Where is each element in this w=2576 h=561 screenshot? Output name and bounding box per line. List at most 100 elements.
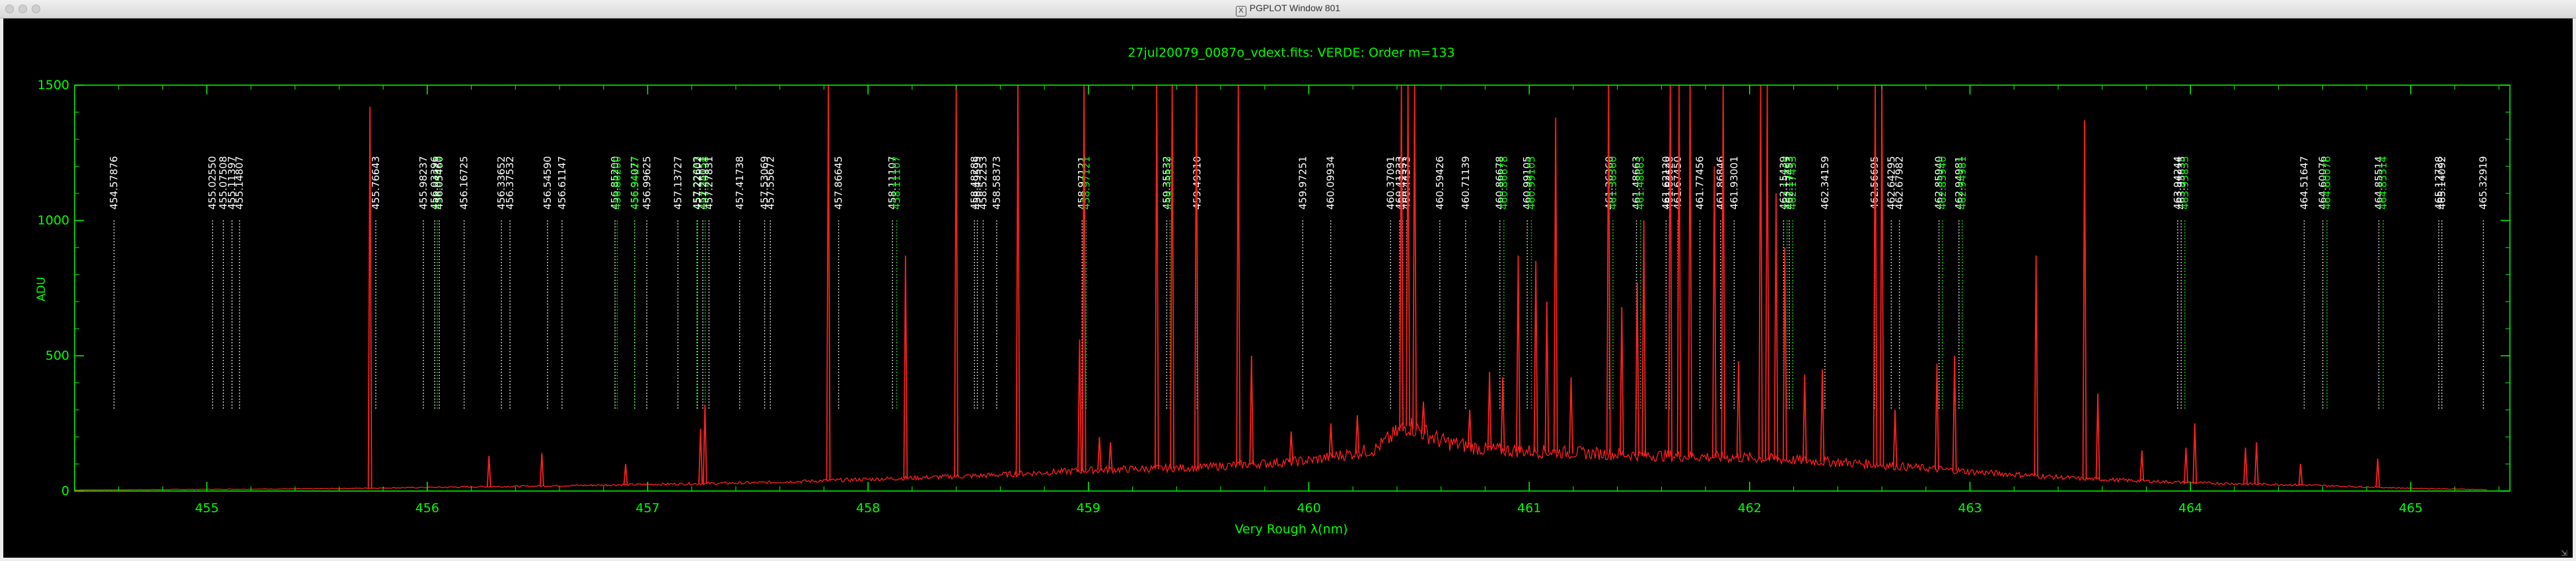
emission-peak — [2184, 447, 2188, 483]
x-tick-label: 465 — [2399, 501, 2423, 515]
line-id-label: 455.11397 — [226, 156, 238, 209]
emission-peak — [2375, 458, 2380, 488]
line-id-label: 459.35532 — [1164, 156, 1176, 209]
x-tick-label: 463 — [1958, 501, 1982, 515]
line-id-label: 460.41233 — [1394, 156, 1406, 209]
line-id-label: 455.14807 — [234, 156, 246, 209]
emission-peak — [1421, 401, 1426, 434]
emission-peak — [1077, 339, 1082, 471]
emission-peak — [2192, 423, 2198, 483]
line-id-label: 460.37091 — [1384, 156, 1396, 209]
line-id-label: 458.11107 — [891, 156, 903, 209]
line-id-label: 457.22602 — [692, 156, 703, 209]
line-id-label: 456.94077 — [629, 156, 641, 209]
x-tick-label: 457 — [635, 501, 659, 515]
line-id-label: 461.48663 — [1631, 156, 1643, 209]
line-id-label: 461.36360 — [1607, 156, 1619, 209]
emission-peak — [1553, 117, 1558, 453]
line-id-label: 458.49595 — [972, 156, 984, 209]
y-tick-label: 1500 — [38, 78, 69, 92]
x-tick-label: 455 — [195, 501, 219, 515]
line-id-label: 456.61147 — [556, 156, 568, 209]
y-tick-label: 1000 — [38, 213, 69, 228]
emission-peak — [2139, 450, 2145, 482]
emission-peak — [1802, 374, 1807, 461]
x-tick-label: 459 — [1077, 501, 1100, 515]
line-id-label: 457.53069 — [759, 156, 771, 209]
emission-peak — [539, 453, 544, 486]
line-id-label: 457.25051 — [697, 156, 709, 209]
emission-peak — [1328, 423, 1334, 458]
line-id-label: 460.42557 — [1397, 156, 1409, 209]
line-id-label: 461.86846 — [1715, 156, 1727, 209]
emission-peak — [1736, 361, 1741, 459]
minimize-window-button[interactable] — [18, 5, 27, 13]
line-id-label: 456.04521 — [431, 156, 443, 209]
plot-frame — [74, 84, 2511, 492]
axes-frame: 455 456 457 458 459 460 461 462 463 464 465 0 500 100… — [38, 78, 2511, 515]
line-id-label: 460.44373 — [1401, 156, 1413, 209]
line-id-label: 457.55672 — [764, 156, 776, 209]
emission-peak — [1533, 261, 1538, 453]
line-id-label: 461.93001 — [1729, 156, 1740, 209]
line-id-label: 463.94244 — [2172, 156, 2184, 209]
line-id-label: 464.85514 — [2377, 156, 2389, 209]
emission-peak — [2034, 255, 2039, 477]
line-id-label: 465.14092 — [2436, 156, 2448, 209]
emission-peak — [1712, 166, 1717, 458]
line-id-label: 460.86678 — [1498, 156, 1510, 209]
emission-peak — [2082, 120, 2087, 479]
line-id-label: 456.37532 — [504, 156, 516, 209]
line-id-label: 457.26128 — [699, 156, 711, 209]
line-id-label: 456.86200 — [611, 156, 623, 209]
emission-peak — [1355, 415, 1360, 453]
x-tick-label: 464 — [2178, 501, 2202, 515]
x-tick-label: 461 — [1517, 501, 1541, 515]
x11-icon: X — [1235, 6, 1246, 16]
resize-handle-icon[interactable]: ⇲ — [2561, 548, 2568, 558]
emission-peak — [1820, 369, 1825, 463]
line-id-label: 460.59426 — [1434, 156, 1446, 209]
emission-peak — [1249, 355, 1254, 465]
emission-peak — [623, 463, 628, 485]
line-id-label: 456.05460 — [433, 156, 445, 209]
line-id-label: 455.76643 — [370, 156, 382, 209]
emission-peak — [1782, 247, 1787, 461]
y-tick-label: 0 — [61, 484, 69, 498]
window-titlebar: X PGPLOT Window 801 — [0, 0, 2576, 18]
emission-peak — [1773, 193, 1779, 460]
close-window-button[interactable] — [5, 5, 14, 13]
line-id-label: 462.15439 — [1777, 156, 1789, 209]
x-tick-label: 460 — [1297, 501, 1320, 515]
line-id-label: 463.95835 — [2175, 156, 2187, 209]
line-id-label: 462.94981 — [1953, 156, 1965, 209]
line-id-label: 457.22333 — [691, 156, 703, 209]
emission-peak — [903, 255, 908, 478]
emission-peak — [1544, 301, 1550, 453]
line-id-label: 458.48288 — [968, 156, 980, 209]
line-id-label: 456.03396 — [429, 156, 441, 209]
emission-peak — [1108, 442, 1113, 471]
line-id-label: 464.60076 — [2321, 156, 2333, 209]
zoom-window-button[interactable] — [32, 5, 40, 13]
line-id-label: 462.85940 — [1937, 156, 1949, 209]
line-id-label: 462.67982 — [1894, 156, 1906, 209]
emission-peak — [2254, 442, 2259, 484]
x-axis-label: Very Rough λ(nm) — [1234, 522, 1347, 537]
line-id-label: 457.41738 — [734, 156, 746, 209]
line-id-label: 463.95835 — [2179, 156, 2191, 209]
line-id-label: 459.97251 — [1297, 156, 1308, 209]
x-tick-label: 458 — [856, 501, 880, 515]
line-id-label: 462.17453 — [1787, 156, 1799, 209]
line-id-label: 460.71139 — [1460, 156, 1472, 209]
line-id-label: 457.86645 — [833, 156, 845, 209]
emission-peak — [1467, 409, 1472, 448]
emission-peak — [2298, 463, 2303, 486]
line-id-label: 456.16725 — [458, 156, 470, 209]
spectrum-continuum — [75, 418, 2487, 491]
line-id-label: 462.94981 — [1956, 156, 1968, 209]
line-id-label: 455.07508 — [217, 156, 229, 209]
emission-peak — [486, 455, 491, 487]
emission-peak — [1892, 409, 1898, 467]
emission-peak — [1641, 220, 1647, 456]
